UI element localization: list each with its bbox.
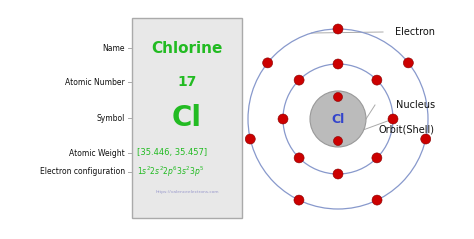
Circle shape xyxy=(245,134,255,144)
Circle shape xyxy=(372,75,382,85)
Circle shape xyxy=(263,58,273,68)
Circle shape xyxy=(278,114,288,124)
Circle shape xyxy=(388,114,398,124)
Text: $1s^2 2s^2 2p^6 3s^2 3p^5$: $1s^2 2s^2 2p^6 3s^2 3p^5$ xyxy=(137,165,204,179)
Text: Atomic Weight: Atomic Weight xyxy=(69,148,125,158)
Circle shape xyxy=(294,153,304,163)
Circle shape xyxy=(403,58,413,68)
Text: Cl: Cl xyxy=(172,104,202,132)
Circle shape xyxy=(334,92,343,102)
Text: Electron configuration: Electron configuration xyxy=(40,168,125,176)
Circle shape xyxy=(333,59,343,69)
Circle shape xyxy=(310,91,366,147)
Text: [35.446, 35.457]: [35.446, 35.457] xyxy=(137,148,207,158)
Text: Orbit(Shell): Orbit(Shell) xyxy=(379,125,435,135)
Text: Electron: Electron xyxy=(395,27,435,37)
Circle shape xyxy=(372,195,382,205)
Text: 17: 17 xyxy=(177,75,197,89)
Circle shape xyxy=(294,195,304,205)
Text: Atomic Number: Atomic Number xyxy=(65,77,125,87)
Circle shape xyxy=(372,153,382,163)
Circle shape xyxy=(334,136,343,146)
Text: Nucleus: Nucleus xyxy=(396,100,435,110)
Circle shape xyxy=(294,75,304,85)
Text: Symbol: Symbol xyxy=(97,114,125,123)
Text: Cl: Cl xyxy=(331,113,345,125)
Circle shape xyxy=(333,169,343,179)
Circle shape xyxy=(333,24,343,34)
Text: Name: Name xyxy=(102,43,125,53)
Bar xyxy=(132,18,242,218)
Text: https://valenceelectrons.com: https://valenceelectrons.com xyxy=(155,190,219,194)
Text: Chlorine: Chlorine xyxy=(151,40,223,55)
Circle shape xyxy=(421,134,431,144)
